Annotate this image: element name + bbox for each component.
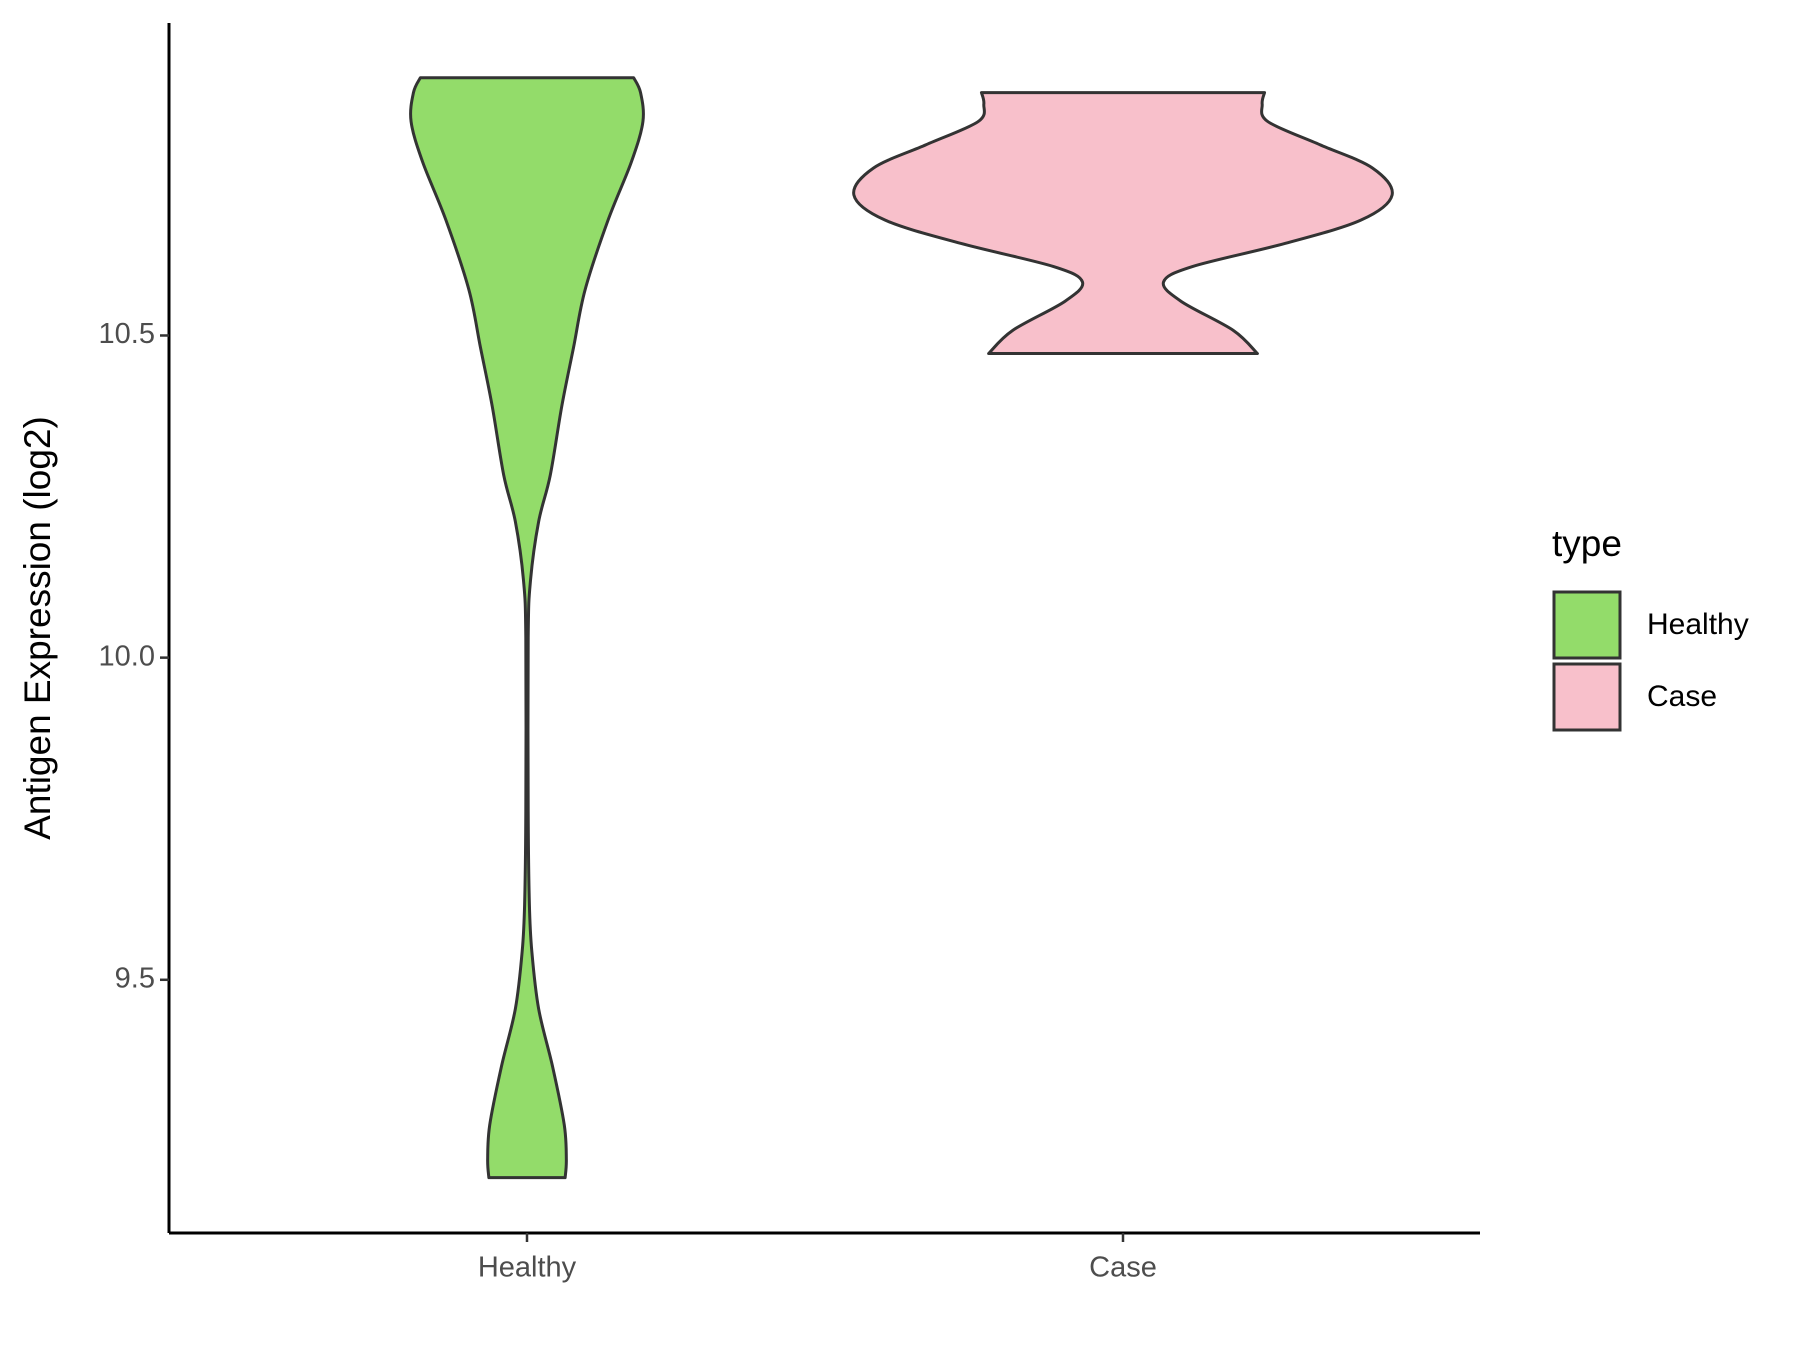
y-tick-label: 10.0 — [99, 640, 155, 672]
legend-key — [1552, 662, 1622, 732]
legend-title: type — [1552, 523, 1622, 564]
violin — [852, 91, 1394, 356]
legend-label: Healthy — [1647, 608, 1749, 641]
y-axis-title: Antigen Expression (log2) — [17, 416, 58, 840]
y-tick-label: 10.5 — [99, 318, 155, 350]
y-tick-label: 9.5 — [115, 962, 155, 994]
x-tick-label: Case — [1089, 1252, 1157, 1284]
legend-key — [1552, 590, 1622, 660]
legend-label: Case — [1647, 680, 1717, 713]
x-tick-label: Healthy — [478, 1252, 577, 1284]
violin — [409, 76, 645, 1180]
